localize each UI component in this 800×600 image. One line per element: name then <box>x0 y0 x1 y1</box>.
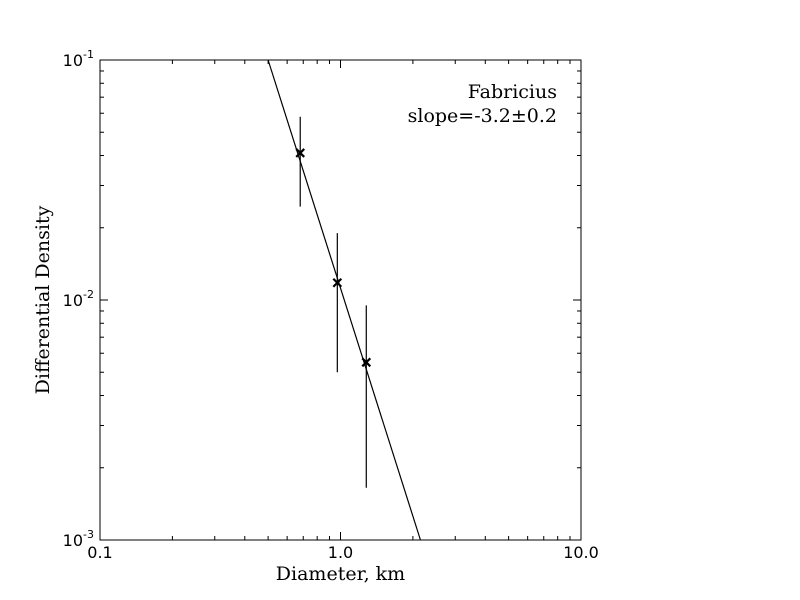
plot-area <box>100 60 581 540</box>
y-tick-label: 10-3 <box>63 528 94 550</box>
fit-line-layer <box>267 59 422 541</box>
plot-frame <box>99 59 582 541</box>
x-tick-label: 0.1 <box>87 543 112 562</box>
data-point <box>332 277 343 288</box>
y-tick-label: 10-2 <box>63 288 94 310</box>
x-tick-labels: 0.1 1.0 10.0 <box>87 543 599 562</box>
data-point <box>361 357 372 368</box>
x-axis-title: Diameter, km <box>276 563 405 585</box>
x-tick-label: 10.0 <box>563 543 599 562</box>
annotation-name: Fabricius <box>468 81 557 103</box>
annotation-slope: slope=-3.2±0.2 <box>408 105 557 127</box>
data-point-marker <box>332 277 343 288</box>
data-point-marker <box>295 148 305 158</box>
y-tick-label: 10-1 <box>63 48 94 70</box>
data-point <box>295 148 305 158</box>
x-tick-label: 1.0 <box>328 543 353 562</box>
data-point-marker <box>361 357 372 368</box>
data-points-layer <box>295 116 372 488</box>
minor-ticks <box>100 60 581 540</box>
y-tick-labels: 10-3 10-2 10-1 <box>63 48 94 550</box>
y-axis-title: Differential Density <box>32 205 54 394</box>
fit-line <box>267 59 422 541</box>
